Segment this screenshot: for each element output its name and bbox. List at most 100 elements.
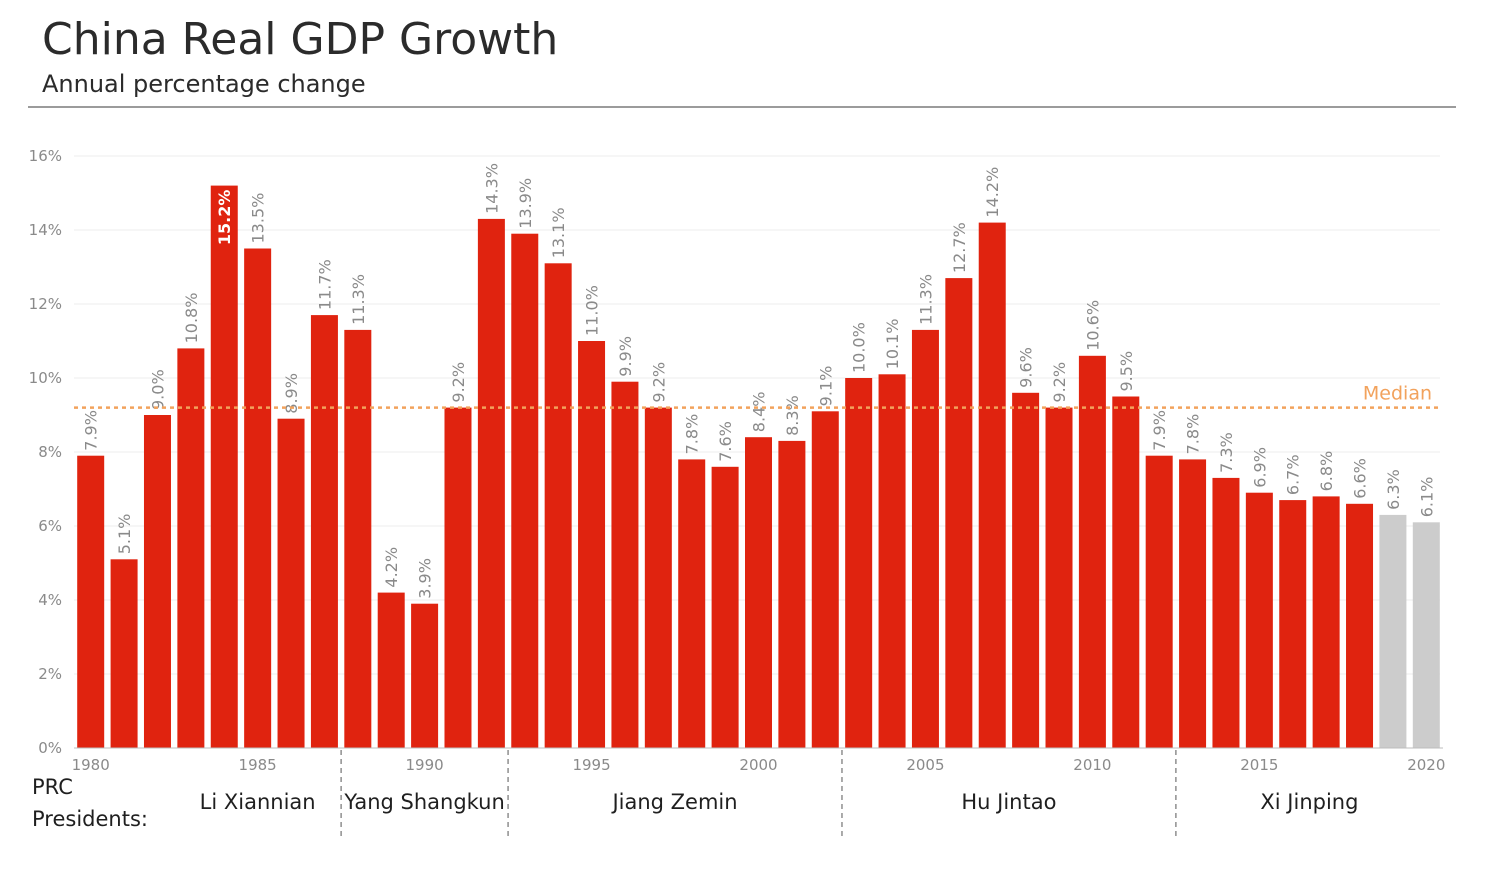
president-name: Xi Jinping xyxy=(1260,790,1358,814)
x-tick-label: 2015 xyxy=(1240,756,1278,774)
presidents-group: PRC Presidents: Li Xiannian Yang Shangkun Ji… xyxy=(32,750,1358,838)
x-tick-label: 2020 xyxy=(1407,756,1445,774)
bar-label-1994: 13.1% xyxy=(549,207,568,258)
president-name: Jiang Zemin xyxy=(610,790,737,814)
x-tick-label: 1990 xyxy=(406,756,444,774)
bar-label-1989: 4.2% xyxy=(382,547,401,588)
bar-label-1991: 9.2% xyxy=(449,362,468,403)
presidents-axis-label: PRC xyxy=(32,775,73,799)
y-tick-label: 0% xyxy=(38,739,62,757)
bar-1999 xyxy=(711,466,739,748)
president-name: Yang Shangkun xyxy=(343,790,504,814)
bar-2001 xyxy=(778,440,806,748)
bar-value-labels: 7.9% 5.1% 9.0% 10.8% 15.2% 13.5% 8.9% 11.7% 11.3… xyxy=(82,163,1437,599)
chart-title: China Real GDP Growth xyxy=(42,14,558,65)
bar-label-2003: 10.0% xyxy=(850,322,869,373)
bar-2005 xyxy=(911,329,939,748)
bar-1983 xyxy=(177,348,205,748)
bar-label-1982: 9.0% xyxy=(148,369,167,410)
bar-label-1992: 14.3% xyxy=(482,163,501,214)
bar-1992 xyxy=(477,218,505,748)
y-tick-label: 14% xyxy=(29,221,62,239)
bar-1995 xyxy=(578,341,606,748)
bar-label-2020: 6.1% xyxy=(1417,477,1436,518)
bar-2020 xyxy=(1412,522,1440,748)
bar-2015 xyxy=(1245,492,1273,748)
y-tick-label: 2% xyxy=(38,665,62,683)
bar-label-2000: 8.4% xyxy=(750,392,769,433)
bar-2018 xyxy=(1346,503,1374,748)
presidents-axis-label: Presidents: xyxy=(32,807,148,831)
bar-1982 xyxy=(143,415,171,748)
bar-2002 xyxy=(811,411,839,748)
president-name: Hu Jintao xyxy=(961,790,1056,814)
bar-label-1997: 9.2% xyxy=(649,362,668,403)
x-tick-label: 1985 xyxy=(239,756,277,774)
x-tick-label: 2000 xyxy=(739,756,777,774)
bar-2000 xyxy=(745,437,772,748)
bar-label-1998: 7.8% xyxy=(683,414,702,455)
bar-label-1999: 7.6% xyxy=(716,421,735,462)
bar-label-2010: 10.6% xyxy=(1083,300,1102,351)
median-label: Median xyxy=(1363,383,1432,405)
bar-label-2005: 11.3% xyxy=(916,274,935,325)
bar-label-2013: 7.8% xyxy=(1184,414,1203,455)
bar-1985 xyxy=(244,248,272,748)
bar-label-1984: 15.2% xyxy=(215,190,234,246)
bar-label-2016: 6.7% xyxy=(1284,454,1303,495)
bar-label-2015: 6.9% xyxy=(1250,447,1269,488)
bar-label-2019: 6.3% xyxy=(1384,469,1403,510)
bar-label-1980: 7.9% xyxy=(82,410,101,451)
y-tick-label: 10% xyxy=(29,369,62,387)
bars xyxy=(77,185,1440,749)
bar-1990 xyxy=(411,603,439,748)
bar-2009 xyxy=(1045,407,1073,748)
x-axis-tick-labels: 1980 1985 1990 1995 2000 2005 2010 2015 2020 xyxy=(72,756,1446,774)
bar-label-1993: 13.9% xyxy=(516,178,535,229)
bar-label-2012: 7.9% xyxy=(1150,410,1169,451)
bar-label-1987: 11.7% xyxy=(315,259,334,310)
bar-2003 xyxy=(845,378,873,748)
bar-label-2007: 14.2% xyxy=(983,167,1002,218)
bar-label-1988: 11.3% xyxy=(349,274,368,325)
bar-2016 xyxy=(1279,500,1307,748)
chart-subtitle: Annual percentage change xyxy=(42,70,366,98)
bar-label-2008: 9.6% xyxy=(1017,347,1036,388)
bar-1981 xyxy=(110,559,138,748)
bar-label-2011: 9.5% xyxy=(1117,351,1136,392)
bar-2007 xyxy=(978,222,1006,749)
bar-label-1986: 8.9% xyxy=(282,373,301,414)
bar-label-1981: 5.1% xyxy=(115,514,134,555)
bar-2011 xyxy=(1112,396,1140,748)
bar-1987 xyxy=(310,315,338,748)
president-name: Li Xiannian xyxy=(200,790,316,814)
y-tick-label: 16% xyxy=(29,147,62,165)
bar-label-2002: 9.1% xyxy=(816,366,835,407)
bar-label-2009: 9.2% xyxy=(1050,362,1069,403)
bar-label-1985: 13.5% xyxy=(249,193,268,244)
y-tick-label: 4% xyxy=(38,591,62,609)
bar-1997 xyxy=(644,407,672,748)
bar-2008 xyxy=(1012,392,1040,748)
bar-label-1995: 11.0% xyxy=(583,285,602,336)
bar-2013 xyxy=(1179,459,1207,748)
y-tick-label: 6% xyxy=(38,517,62,535)
x-tick-label: 1995 xyxy=(572,756,610,774)
x-tick-label: 1980 xyxy=(72,756,110,774)
bar-label-2001: 8.3% xyxy=(783,395,802,436)
y-axis-tick-labels: 0% 2% 4% 6% 8% 10% 12% 14% 16% xyxy=(29,147,62,757)
bar-1986 xyxy=(277,418,305,748)
bar-1996 xyxy=(611,381,639,748)
bar-label-2004: 10.1% xyxy=(883,318,902,369)
bar-2019 xyxy=(1379,514,1407,748)
bar-1988 xyxy=(344,329,372,748)
median-group: Median xyxy=(74,383,1440,409)
bar-label-2017: 6.8% xyxy=(1317,451,1336,492)
bar-1994 xyxy=(544,263,572,748)
x-tick-label: 2010 xyxy=(1073,756,1111,774)
bar-label-2014: 7.3% xyxy=(1217,432,1236,473)
bar-2006 xyxy=(945,278,973,748)
bar-label-2018: 6.6% xyxy=(1351,458,1370,499)
bar-1989 xyxy=(377,592,405,748)
